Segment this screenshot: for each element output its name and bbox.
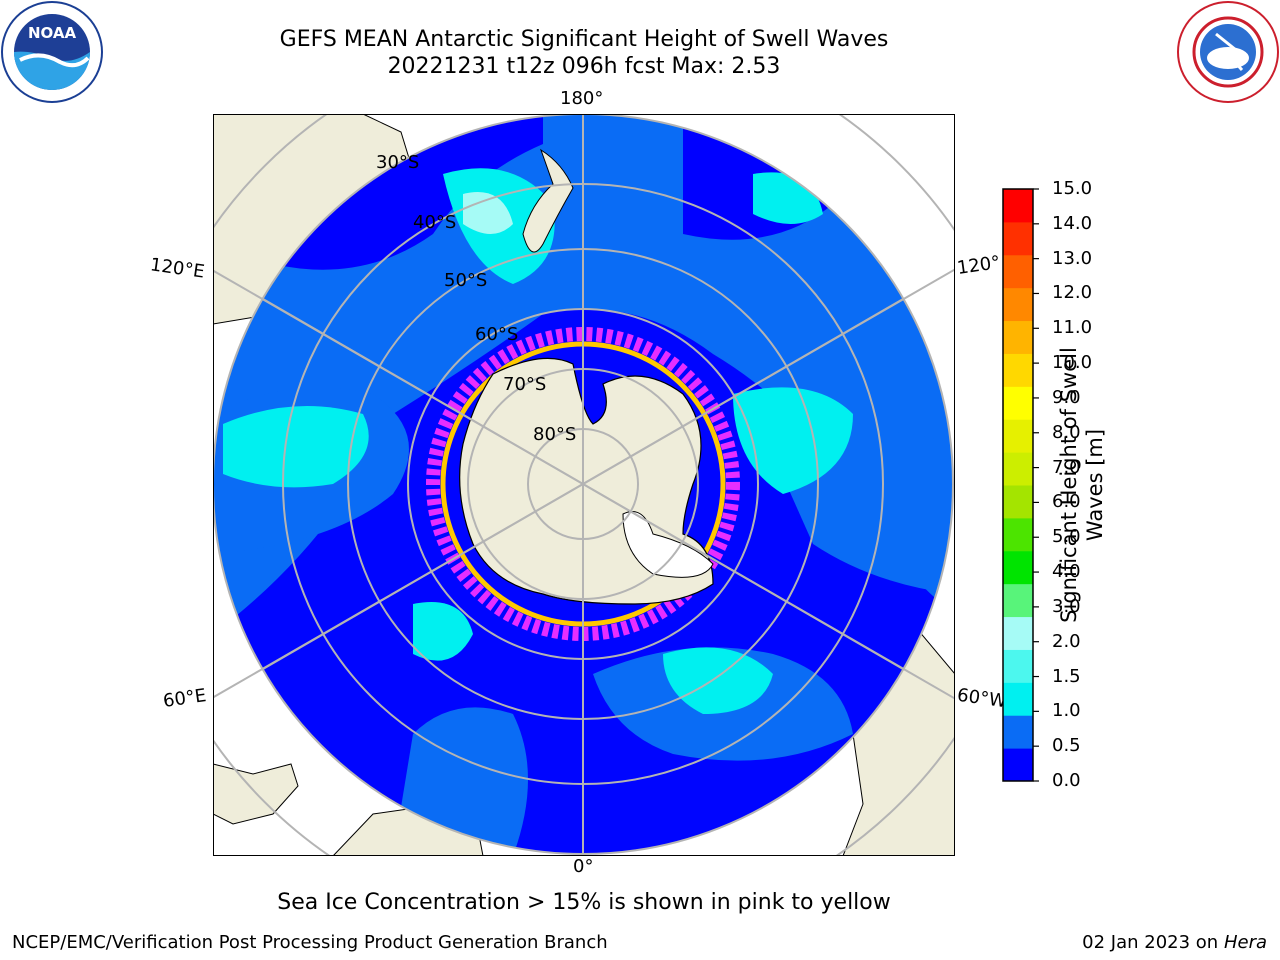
colorbar-segment bbox=[1003, 189, 1033, 223]
colorbar-tick-label: 0.5 bbox=[1052, 735, 1081, 757]
colorbar-segment bbox=[1003, 616, 1033, 650]
colorbar-tick-label: 5.0 bbox=[1052, 526, 1081, 548]
lon-label-120e: 120°E bbox=[148, 254, 206, 283]
map-gridlines bbox=[213, 114, 955, 856]
colorbar bbox=[1002, 188, 1039, 782]
lat-label-70s: 70°S bbox=[503, 374, 547, 395]
colorbar-border bbox=[1002, 188, 1034, 782]
footer-left: NCEP/EMC/Verification Post Processing Pr… bbox=[12, 932, 608, 953]
colorbar-segment bbox=[1003, 682, 1033, 716]
land-new-zealand bbox=[522, 148, 574, 253]
lat-label-60s: 60°S bbox=[475, 324, 519, 345]
colorbar-segment bbox=[1003, 583, 1033, 618]
sea-ice-note: Sea Ice Concentration > 15% is shown in … bbox=[277, 890, 891, 915]
nws-logo-icon bbox=[1177, 1, 1279, 103]
footer-host: Hera bbox=[1223, 932, 1267, 953]
colorbar-segment bbox=[1003, 419, 1033, 453]
colorbar-tick-label: 15.0 bbox=[1052, 178, 1093, 199]
footer-date: 02 Jan 2023 on bbox=[1082, 932, 1224, 953]
colorbar-tick-label: 0.0 bbox=[1052, 770, 1081, 791]
colorbar-segment bbox=[1003, 715, 1033, 749]
swell-band-light bbox=[463, 192, 513, 234]
colorbar-tick-label: 8.0 bbox=[1052, 421, 1081, 443]
colorbar-tick-label: 10.0 bbox=[1052, 352, 1093, 374]
colorbar-segment bbox=[1003, 649, 1033, 683]
colorbar-label: Significant Height of Swell Waves [m] bbox=[1057, 347, 1107, 623]
colorbar-tick-label: 14.0 bbox=[1052, 212, 1093, 234]
colorbar-segment bbox=[1003, 254, 1033, 289]
colorbar-segment bbox=[1003, 485, 1033, 519]
lat-label-50s: 50°S bbox=[444, 270, 488, 291]
colorbar-segment bbox=[1003, 320, 1033, 354]
colorbar-tick-label: 2.0 bbox=[1052, 630, 1081, 652]
colorbar-tick-label: 4.0 bbox=[1052, 561, 1081, 583]
lon-label-60e: 60°E bbox=[161, 685, 208, 712]
footer-right: 02 Jan 2023 on Hera bbox=[1082, 932, 1267, 953]
colorbar-segment bbox=[1003, 287, 1033, 322]
colorbar-segment bbox=[1003, 221, 1033, 256]
swell-band-cyan-4 bbox=[663, 647, 773, 714]
lat-label-80s: 80°S bbox=[533, 424, 577, 445]
colorbar-tick-label: 12.0 bbox=[1052, 282, 1093, 304]
colorbar-tick-label: 6.0 bbox=[1052, 491, 1081, 513]
chart-title: GEFS MEAN Antarctic Significant Height o… bbox=[279, 27, 889, 52]
colorbar-tick-label: 7.0 bbox=[1052, 456, 1081, 478]
colorbar-segment bbox=[1003, 452, 1033, 486]
colorbar-tick-label: 13.0 bbox=[1052, 247, 1093, 269]
swell-band-cyan-2 bbox=[223, 406, 369, 488]
lat-label-40s: 40°S bbox=[413, 212, 457, 233]
colorbar-tick-label: 1.0 bbox=[1052, 700, 1081, 722]
colorbar-segment bbox=[1003, 353, 1033, 387]
colorbar-tick-label: 9.0 bbox=[1052, 386, 1081, 408]
colorbar-segment bbox=[1003, 748, 1033, 782]
lon-label-180: 180° bbox=[560, 88, 604, 109]
colorbar-segment bbox=[1003, 517, 1033, 552]
colorbar-segment bbox=[1003, 386, 1033, 420]
colorbar-tick-label: 3.0 bbox=[1052, 595, 1081, 617]
noaa-logo-icon: NOAA bbox=[1, 1, 103, 103]
lon-label-0: 0° bbox=[573, 856, 594, 877]
swell-band-cyan-5 bbox=[413, 602, 473, 661]
lon-label-120w: 120° bbox=[955, 252, 1002, 279]
noaa-logo-text: NOAA bbox=[28, 24, 77, 42]
colorbar-tick-label: 11.0 bbox=[1052, 317, 1093, 339]
colorbar-segment bbox=[1003, 550, 1033, 585]
polar-map bbox=[213, 114, 955, 856]
lat-label-30s: 30°S bbox=[376, 152, 420, 173]
swell-band-cyan-3 bbox=[733, 387, 853, 494]
chart-subtitle: 20221231 t12z 096h fcst Max: 2.53 bbox=[387, 54, 781, 79]
colorbar-tick-label: 1.5 bbox=[1052, 665, 1081, 687]
